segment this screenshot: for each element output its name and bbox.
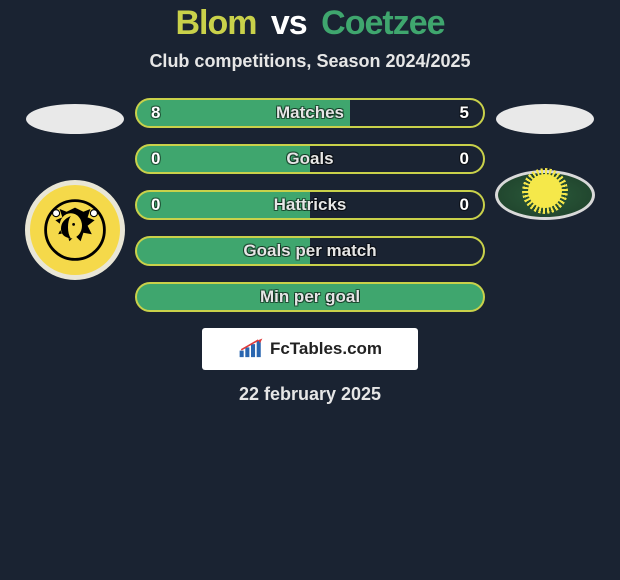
player2-photo-placeholder bbox=[496, 104, 594, 134]
stat-label: Goals per match bbox=[137, 241, 483, 261]
bar-chart-icon bbox=[238, 338, 264, 360]
stat-row: Min per goal bbox=[135, 282, 485, 312]
stat-left-value: 8 bbox=[151, 103, 160, 123]
sundowns-icon bbox=[495, 170, 595, 220]
stat-row: 0 0Hattricks bbox=[135, 190, 485, 220]
middle-row: 85Matches00Goals00HattricksGoals per mat… bbox=[0, 98, 620, 312]
title: Blom vs Coetzee bbox=[175, 4, 444, 43]
player1-name: Blom bbox=[175, 4, 256, 42]
stat-row: 0 0Goals bbox=[135, 144, 485, 174]
player1-photo-placeholder bbox=[26, 104, 124, 134]
brand-post: Tables.com bbox=[290, 339, 382, 358]
subtitle: Club competitions, Season 2024/2025 bbox=[149, 51, 470, 72]
stat-label: Matches bbox=[137, 103, 483, 123]
right-column bbox=[485, 98, 605, 220]
comparison-card: Blom vs Coetzee Club competitions, Seaso… bbox=[0, 0, 620, 405]
left-column bbox=[15, 98, 135, 280]
source-badge: FcTables.com bbox=[202, 328, 418, 370]
stats-column: 85Matches00Goals00HattricksGoals per mat… bbox=[135, 98, 485, 312]
stat-left-value: 0 bbox=[151, 195, 160, 215]
brand-text: FcTables.com bbox=[270, 339, 382, 359]
player1-club-crest bbox=[25, 180, 125, 280]
stat-label: Min per goal bbox=[137, 287, 483, 307]
vs-label: vs bbox=[271, 4, 307, 42]
stat-label: Goals bbox=[137, 149, 483, 169]
brand-pre: Fc bbox=[270, 339, 290, 358]
sun-icon bbox=[528, 174, 562, 208]
stat-label: Hattricks bbox=[137, 195, 483, 215]
stat-right-value: 5 bbox=[460, 103, 469, 123]
footer-date: 22 february 2025 bbox=[239, 384, 381, 405]
stat-right-value: 0 bbox=[460, 149, 469, 169]
stat-row: Goals per match bbox=[135, 236, 485, 266]
stat-right-value: 0 bbox=[460, 195, 469, 215]
kaizer-chiefs-icon bbox=[40, 195, 110, 265]
stat-left-value: 0 bbox=[151, 149, 160, 169]
stat-row: 8 5Matches bbox=[135, 98, 485, 128]
player2-club-crest bbox=[495, 170, 595, 220]
player2-name: Coetzee bbox=[321, 4, 444, 42]
